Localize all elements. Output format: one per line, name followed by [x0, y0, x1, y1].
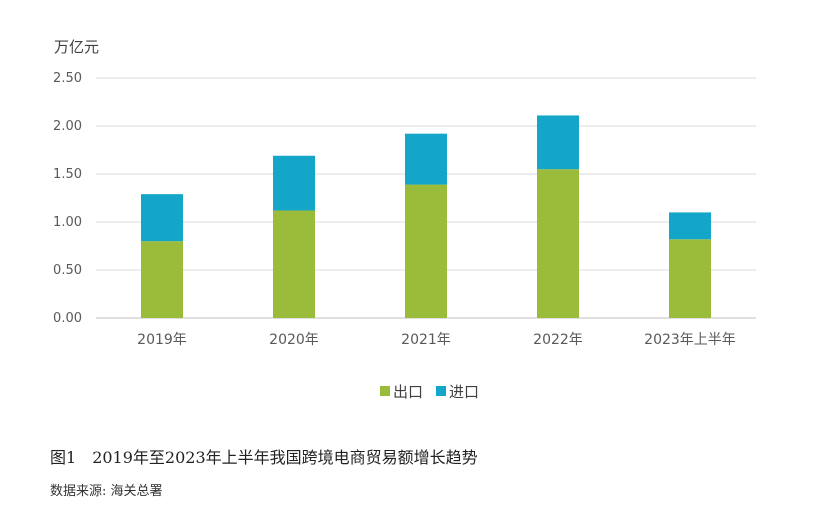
bar-import: [537, 115, 579, 170]
y-tick-label: 2.00: [53, 119, 82, 134]
bar-export: [141, 241, 183, 318]
bars: [141, 115, 711, 318]
bar-export: [273, 210, 315, 318]
bar-export: [537, 169, 579, 318]
y-tick-label: 1.00: [53, 215, 82, 230]
y-tick-label: 1.50: [53, 167, 82, 182]
bar-export: [669, 239, 711, 318]
y-axis-unit-label: 万亿元: [54, 38, 99, 56]
legend: 出口 进口: [380, 383, 479, 401]
bar-import: [273, 155, 315, 211]
x-tick-label: 2023年上半年: [644, 332, 736, 348]
legend-label-export: 出口: [393, 383, 423, 401]
y-axis-ticks: 0.00 0.50 1.00 1.50 2.00 2.50: [53, 71, 82, 326]
x-axis-ticks: 2019年 2020年 2021年 2022年 2023年上半年: [137, 332, 736, 348]
legend-swatch-import: [436, 386, 446, 396]
bar-import: [669, 212, 711, 240]
x-tick-label: 2020年: [269, 332, 319, 348]
legend-label-import: 进口: [449, 383, 479, 401]
y-tick-label: 0.50: [53, 263, 82, 278]
bar-export: [405, 184, 447, 318]
x-tick-label: 2021年: [401, 332, 451, 348]
legend-swatch-export: [380, 386, 390, 396]
figure-caption: 图1 2019年至2023年上半年我国跨境电商贸易额增长趋势: [50, 444, 478, 468]
x-tick-label: 2019年: [137, 332, 187, 348]
figure-number: 图1: [50, 448, 77, 467]
y-tick-label: 0.00: [53, 311, 82, 326]
data-source: 数据来源: 海关总署: [50, 484, 163, 499]
x-tick-label: 2022年: [533, 332, 583, 348]
figure-title: 2019年至2023年上半年我国跨境电商贸易额增长趋势: [92, 448, 478, 467]
bar-import: [141, 194, 183, 242]
chart: 万亿元 0.000.501.001.502.002.50 2019年 2020年 2…: [53, 38, 756, 401]
y-tick-label: 2.50: [53, 71, 82, 86]
bar-import: [405, 133, 447, 185]
